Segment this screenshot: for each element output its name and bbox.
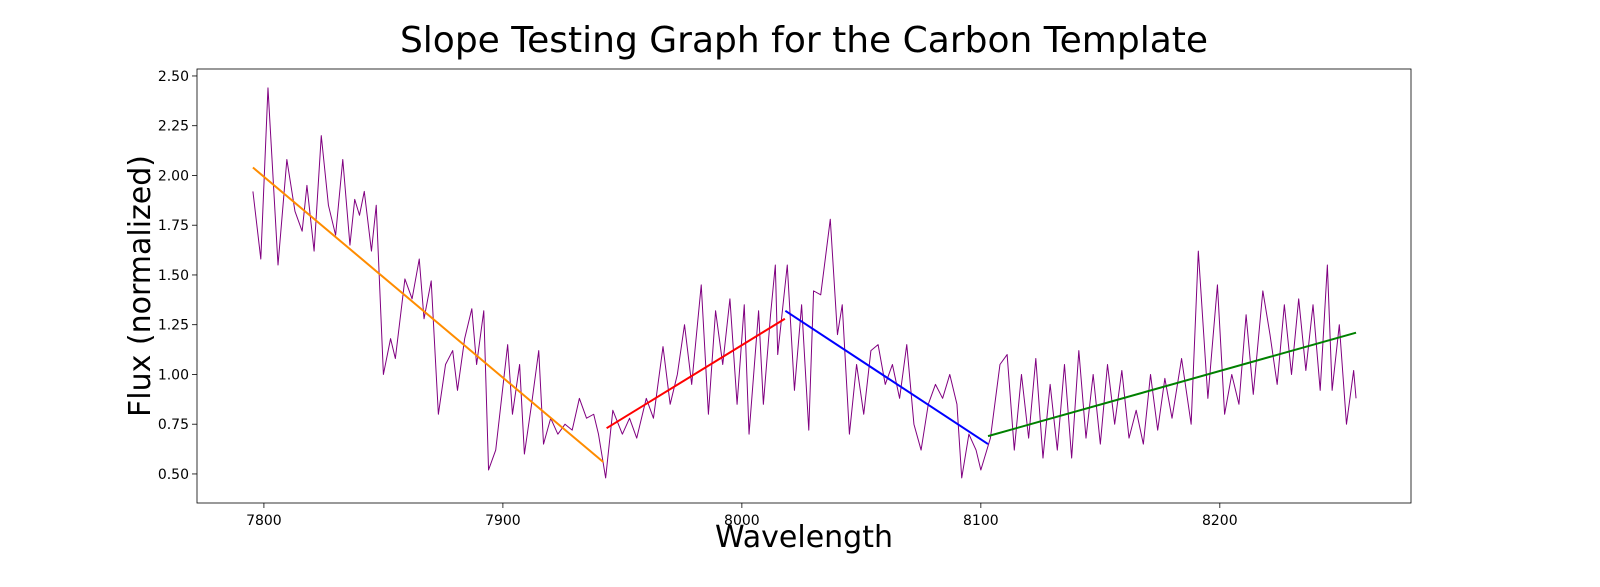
- y-tick-label: 1.25: [158, 318, 189, 334]
- y-tick-label: 1.00: [158, 367, 189, 383]
- y-tick-label: 2.00: [158, 168, 189, 184]
- series-line: [606, 317, 786, 430]
- y-tick-label: 1.50: [158, 268, 189, 284]
- y-tick-label: 2.25: [158, 119, 189, 135]
- x-tick-label: 7900: [485, 513, 521, 529]
- chart-title: Slope Testing Graph for the Carbon Templ…: [400, 20, 1208, 61]
- series-line: [784, 309, 989, 445]
- y-tick-label: 0.75: [158, 417, 189, 433]
- x-axis-label: Wavelength: [715, 520, 893, 555]
- plot-frame: [196, 68, 1412, 504]
- series-line: [987, 331, 1357, 438]
- series-line: [252, 166, 604, 463]
- y-tick-label: 1.75: [158, 218, 189, 234]
- y-tick-label: 2.50: [158, 69, 189, 85]
- x-tick-label: 8000: [724, 513, 760, 529]
- y-tick-label: 0.50: [158, 467, 189, 483]
- x-tick-label: 8100: [963, 513, 999, 529]
- x-tick-label: 7800: [246, 513, 282, 529]
- y-axis-label: Flux (normalized): [123, 155, 158, 417]
- series-line: [252, 87, 1357, 479]
- x-tick-label: 8200: [1202, 513, 1238, 529]
